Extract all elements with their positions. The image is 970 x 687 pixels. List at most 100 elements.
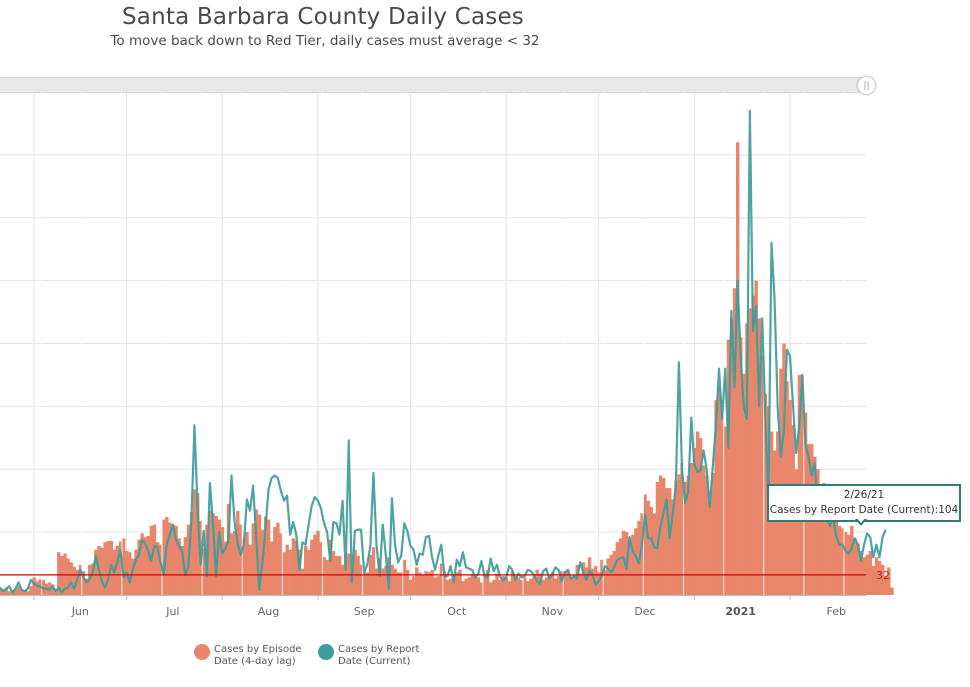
episode-bar [507,581,512,595]
episode-bar [245,532,249,596]
episode-bar [452,576,456,595]
x-tick-label: Jul [165,605,179,618]
episode-bar [844,532,848,596]
episode-bar [412,576,416,595]
episode-bar [612,550,616,595]
episode-bar [390,564,394,595]
episode-bar [723,426,728,595]
episode-bar [581,562,586,595]
episode-bar [754,280,758,596]
episode-bar [572,576,576,595]
episode-bar [374,568,379,595]
episode-bar [643,494,647,595]
episode-bar [152,524,157,595]
episode-bar [217,519,221,595]
episode-bar [310,539,314,595]
episode-bar [449,578,453,595]
episode-bar [726,339,731,595]
episode-bar [661,478,666,595]
episode-bar [677,474,681,595]
episode-bar [239,524,243,595]
episode-bar [168,522,172,595]
episode-bar [424,571,428,595]
episode-bar [890,587,894,595]
episode-bar [674,480,678,595]
episode-bar [174,525,178,595]
episode-bar [686,475,691,595]
episode-bar [865,554,869,595]
episode-bar [455,572,459,595]
episode-bar [121,538,126,595]
episode-bar [436,576,441,595]
episode-bar [103,542,107,595]
episode-bar [479,582,484,595]
episode-bar [328,539,333,595]
episode-bar [229,533,234,595]
episode-bar [560,571,564,595]
x-tick-label: Oct [447,605,467,618]
episode-bar [516,577,521,595]
x-axis: Jun Jul Aug Sep Oct Nov Dec 2021 Feb [0,595,866,618]
episode-bar [618,538,623,595]
episode-bar [341,564,345,595]
episode-bar [32,577,36,595]
episode-bar [81,571,86,595]
episode-bar [78,564,83,595]
tooltip-pointer-inner [857,518,865,523]
episode-bar [94,549,98,595]
episode-bar [285,544,289,595]
episode-bar [871,566,876,595]
scrollbar-drag-handle[interactable]: || [857,76,876,95]
episode-bar [430,569,434,595]
episode-bar [442,571,447,595]
episode-bar [461,581,465,595]
episode-bar [445,579,450,595]
episode-bar [884,576,888,595]
episode-bar [291,538,296,595]
episode-bar [23,590,27,595]
episode-bar [729,318,734,595]
episode-bar [547,576,552,595]
episode-bar [695,431,700,595]
episode-bar [294,540,299,595]
episode-bar [155,542,160,595]
episode-bar [297,549,302,595]
episode-bar [692,447,697,595]
episode-bar [714,400,718,595]
episode-bar [529,578,533,595]
legend-label-episode: Cases by Episode Date (4-day lag) [214,644,302,667]
legend-item-episode[interactable]: Cases by Episode Date (4-day lag) [194,644,306,668]
episode-bar [782,343,786,595]
episode-bar [384,566,388,595]
episode-bar [106,540,110,595]
episode-bar [575,564,579,595]
episode-bar [396,572,400,595]
legend-item-report[interactable]: Cases by Report Date (Current) [318,644,430,668]
episode-bar [211,513,215,595]
episode-bar [399,572,404,595]
episode-bar [658,475,663,595]
episode-bar [671,499,675,595]
episode-bar [69,562,73,595]
episode-bar [66,558,70,595]
episode-bar [50,584,55,595]
x-tick-label: Sep [354,605,375,618]
episode-bar [831,506,836,595]
episode-bar [646,500,650,595]
x-tick-label: Feb [827,605,846,618]
episode-bar [689,462,694,595]
episode-bar [751,295,755,595]
episode-bar [705,475,709,595]
episode-bar [322,557,326,595]
episode-bar [353,549,357,595]
episode-bar [158,544,163,595]
date-range-scrollbar[interactable] [0,77,866,93]
episode-bar [813,456,817,595]
episode-bar [828,500,832,595]
episode-bar [748,308,752,595]
episode-bar [773,450,777,595]
episode-bar [486,569,490,595]
episode-bar [128,552,132,595]
episode-bar [779,368,783,595]
episode-bar [381,568,385,595]
